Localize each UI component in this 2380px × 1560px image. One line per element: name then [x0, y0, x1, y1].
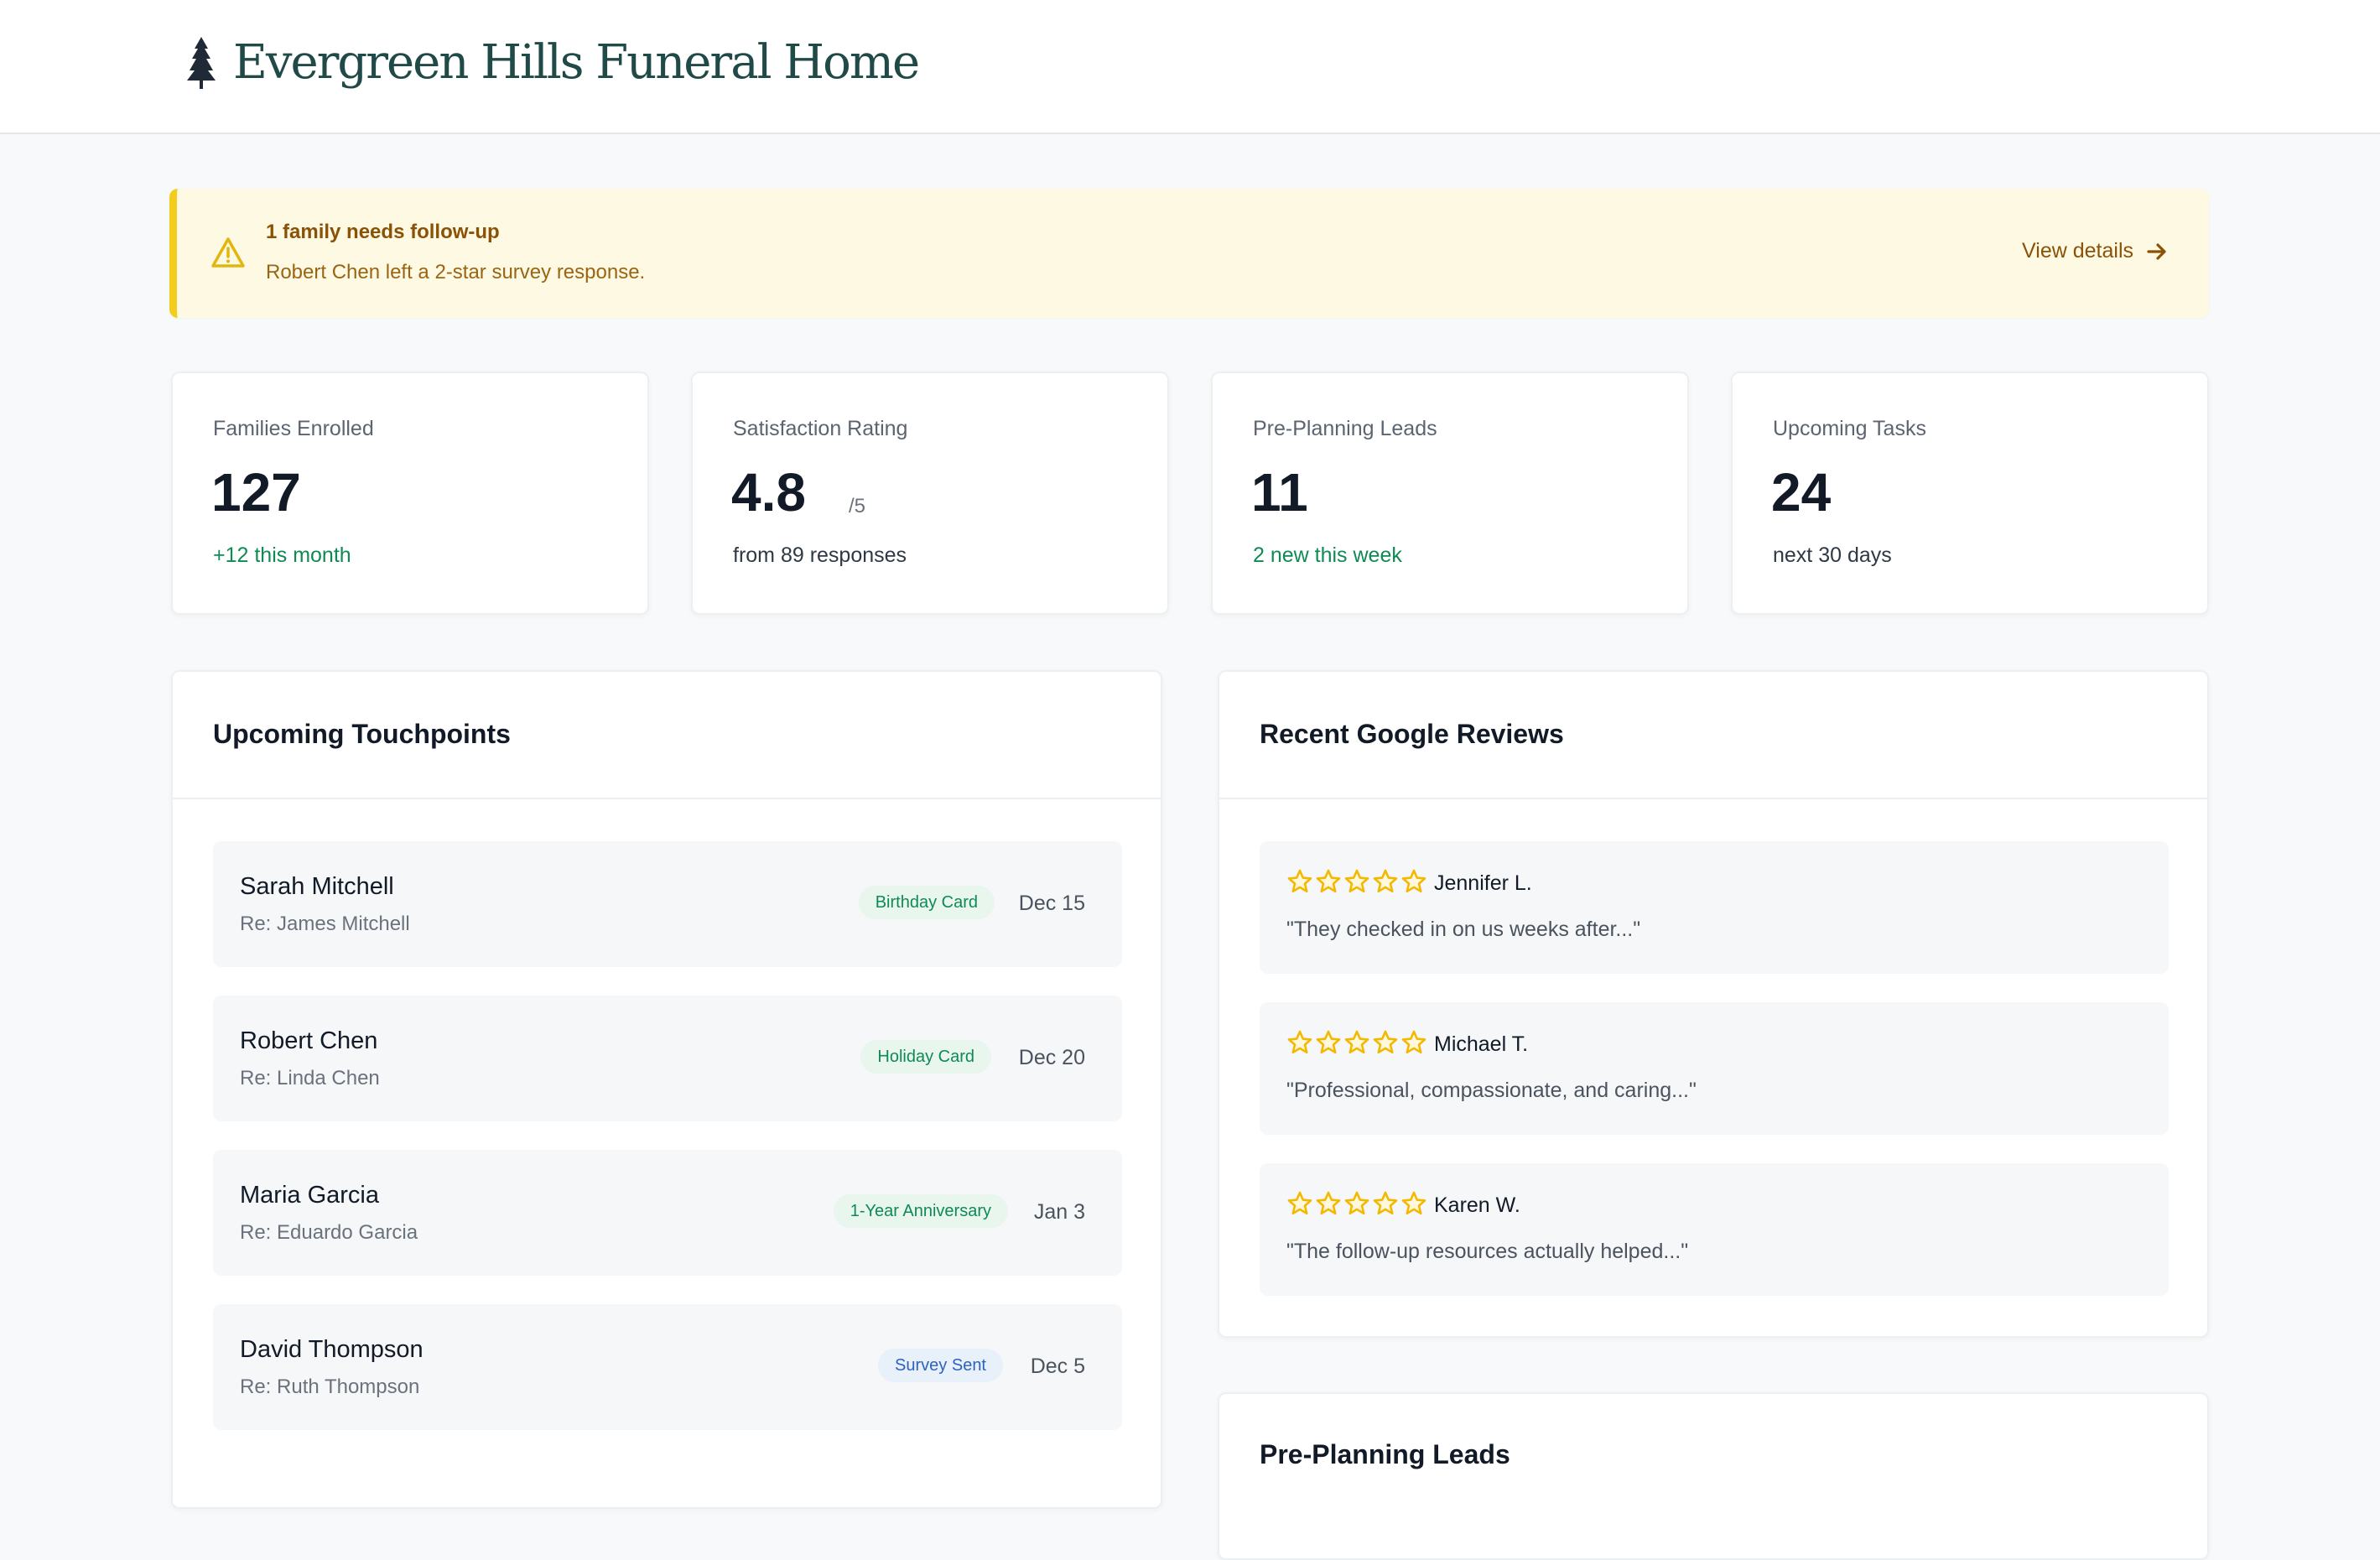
family-name: Maria Garcia	[240, 1182, 379, 1209]
stat-note: next 30 days	[1773, 543, 1892, 567]
touchpoint-badge: 1-Year Anniversary	[833, 1194, 1008, 1228]
touchpoint-item[interactable]: Maria Garcia Re: Eduardo Garcia 1-Year A…	[213, 1150, 1122, 1276]
star-icon	[1316, 869, 1341, 893]
star-rating	[1286, 1190, 1429, 1217]
stat-card-families[interactable]: Families Enrolled 127 +12 this month	[171, 372, 649, 615]
stat-value: 4.8	[731, 462, 806, 523]
touchpoint-item[interactable]: Robert Chen Re: Linda Chen Holiday Card …	[213, 996, 1122, 1121]
panel-header: Pre-Planning Leads	[1219, 1394, 2207, 1521]
review-author: Michael T.	[1434, 1032, 1529, 1056]
follow-up-alert: 1 family needs follow-up Robert Chen lef…	[169, 189, 2209, 318]
touchpoint-date: Dec 5	[1030, 1355, 1085, 1378]
touchpoint-date: Jan 3	[1033, 1200, 1085, 1224]
review-item[interactable]: Jennifer L. "They checked in on us weeks…	[1260, 841, 2169, 974]
star-icon	[1316, 1191, 1341, 1215]
panel-title: Upcoming Touchpoints	[213, 719, 511, 749]
stat-value: 127	[211, 462, 301, 523]
regarding: Re: Linda Chen	[240, 1067, 380, 1089]
brand-name: Evergreen Hills Funeral Home	[233, 35, 920, 90]
review-text: "The follow-up resources actually helped…	[1286, 1240, 1689, 1263]
tree-icon	[187, 36, 216, 89]
warning-icon	[211, 237, 245, 268]
regarding: Re: Eduardo Garcia	[240, 1221, 418, 1244]
touchpoint-date: Dec 15	[1018, 892, 1085, 915]
family-name: Sarah Mitchell	[240, 873, 394, 900]
view-details-link[interactable]: View details	[2022, 239, 2169, 263]
review-item[interactable]: Michael T. "Professional, compassionate,…	[1260, 1002, 2169, 1135]
stat-value: 24	[1771, 462, 1832, 523]
review-author: Jennifer L.	[1434, 871, 1532, 895]
star-icon	[1287, 1191, 1312, 1215]
family-name: Robert Chen	[240, 1027, 378, 1054]
stat-card-leads[interactable]: Pre-Planning Leads 11 2 new this week	[1211, 372, 1689, 615]
stat-label: Satisfaction Rating	[733, 417, 908, 440]
star-icon	[1287, 1030, 1312, 1054]
review-text: "Professional, compassionate, and caring…	[1286, 1079, 1697, 1102]
leads-panel: Pre-Planning Leads	[1218, 1392, 2209, 1560]
star-icon	[1401, 1191, 1426, 1215]
panel-header: Upcoming Touchpoints	[173, 672, 1161, 799]
star-icon	[1344, 869, 1369, 893]
regarding: Re: James Mitchell	[240, 913, 410, 935]
star-icon	[1373, 1030, 1398, 1054]
review-author: Karen W.	[1434, 1193, 1520, 1217]
stat-note: +12 this month	[213, 543, 351, 567]
star-icon	[1344, 1030, 1369, 1054]
alert-title: 1 family needs follow-up	[266, 221, 500, 243]
star-icon	[1316, 1030, 1341, 1054]
panel-title: Recent Google Reviews	[1260, 719, 1564, 749]
stat-note: 2 new this week	[1253, 543, 1402, 567]
brand[interactable]: Evergreen Hills Funeral Home	[186, 35, 920, 90]
family-name: David Thompson	[240, 1336, 424, 1363]
touchpoint-badge: Birthday Card	[858, 886, 995, 919]
top-header: Evergreen Hills Funeral Home	[0, 0, 2380, 134]
star-icon	[1287, 869, 1312, 893]
view-details-label: View details	[2022, 239, 2133, 263]
stat-label: Families Enrolled	[213, 417, 374, 440]
touchpoint-item[interactable]: Sarah Mitchell Re: James Mitchell Birthd…	[213, 841, 1122, 967]
star-icon	[1373, 1191, 1398, 1215]
stat-suffix: /5	[849, 495, 866, 517]
panel-title: Pre-Planning Leads	[1260, 1439, 1510, 1469]
star-icon	[1344, 1191, 1369, 1215]
touchpoint-badge: Holiday Card	[860, 1040, 991, 1074]
star-icon	[1401, 1030, 1426, 1054]
stat-value: 11	[1251, 462, 1308, 523]
stat-card-satisfaction[interactable]: Satisfaction Rating 4.8 /5 from 89 respo…	[691, 372, 1169, 615]
regarding: Re: Ruth Thompson	[240, 1375, 420, 1398]
reviews-panel: Recent Google Reviews Jennifer L. "They …	[1218, 670, 2209, 1338]
review-item[interactable]: Karen W. "The follow-up resources actual…	[1260, 1163, 2169, 1296]
touchpoint-item[interactable]: David Thompson Re: Ruth Thompson Survey …	[213, 1304, 1122, 1430]
arrow-right-icon	[2147, 242, 2166, 260]
panel-header: Recent Google Reviews	[1219, 672, 2207, 799]
alert-text: Robert Chen left a 2-star survey respons…	[266, 261, 646, 283]
touchpoint-date: Dec 20	[1018, 1046, 1085, 1069]
star-icon	[1401, 869, 1426, 893]
stat-label: Upcoming Tasks	[1773, 417, 1926, 440]
star-rating	[1286, 1029, 1429, 1056]
star-rating	[1286, 868, 1429, 895]
stat-card-tasks[interactable]: Upcoming Tasks 24 next 30 days	[1731, 372, 2209, 615]
stat-note: from 89 responses	[733, 543, 907, 567]
touchpoint-badge: Survey Sent	[878, 1349, 1003, 1382]
touchpoints-panel: Upcoming Touchpoints Sarah Mitchell Re: …	[171, 670, 1162, 1509]
stat-label: Pre-Planning Leads	[1253, 417, 1437, 440]
star-icon	[1373, 869, 1398, 893]
review-text: "They checked in on us weeks after..."	[1286, 918, 1641, 941]
